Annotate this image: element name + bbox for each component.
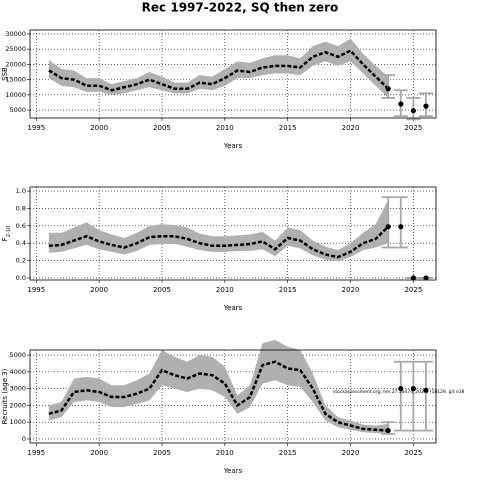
confidence-band (48, 199, 389, 262)
projection-point (423, 103, 429, 109)
x-tick-label: 2000 (90, 124, 108, 132)
x-tick-label: 2025 (404, 124, 422, 132)
confidence-band (48, 339, 389, 434)
x-tick-label: 2005 (153, 286, 171, 294)
estimate-line (48, 49, 390, 92)
y-axis-label: Recruits (age 3) (1, 368, 9, 424)
projection-point (423, 275, 429, 281)
y-tick-label: 3000 (9, 385, 26, 393)
x-tick-label: 2010 (216, 124, 234, 132)
projection-point (398, 224, 404, 230)
plot-frame (29, 29, 437, 119)
y-tick-label: 1.0 (16, 187, 26, 195)
y-tick-label: 4000 (9, 368, 26, 376)
y-tick-label: 0.4 (16, 239, 26, 247)
y-tick-label: 0.8 (16, 204, 26, 212)
projection-point (398, 386, 404, 392)
projection-point (398, 101, 404, 107)
y-tick-label: 1000 (9, 418, 26, 426)
x-axis-label: Years (223, 142, 243, 150)
y-tick-label: 5000 (9, 106, 26, 114)
y-tick-label: 20000 (5, 60, 26, 68)
x-tick-label: 2010 (216, 449, 234, 457)
x-axis-label: Years (223, 467, 243, 475)
x-tick-label: 2005 (153, 124, 171, 132)
x-tick-label: 2015 (279, 124, 297, 132)
projection-point (385, 427, 391, 434)
x-tick-label: 2025 (404, 449, 422, 457)
y-tick-label: 5000 (9, 351, 26, 359)
projection-point (385, 224, 391, 230)
x-tick-label: 1995 (27, 286, 45, 294)
plot-frame (29, 186, 437, 281)
projection-point (410, 108, 416, 114)
y-tick-label: 0.0 (16, 274, 26, 282)
y-tick-label: 0.2 (16, 257, 26, 265)
x-tick-label: 2020 (342, 286, 360, 294)
x-tick-label: 2000 (90, 286, 108, 294)
title: Rec 1997-2022, SQ then zero (142, 1, 339, 15)
y-tick-label: 2000 (9, 401, 26, 409)
projection-point (385, 86, 391, 92)
projection-point (410, 386, 416, 392)
x-tick-label: 2000 (90, 449, 108, 457)
projection-point (410, 275, 416, 281)
x-tick-label: 2020 (342, 124, 360, 132)
x-axis-label: Years (223, 304, 243, 312)
y-tick-label: 25000 (5, 45, 26, 53)
y-tick-label: 10000 (5, 91, 26, 99)
x-tick-label: 1995 (27, 124, 45, 132)
x-tick-label: 2020 (342, 449, 360, 457)
x-tick-label: 1995 (27, 449, 45, 457)
x-tick-label: 2025 (404, 286, 422, 294)
y-tick-label: 0 (22, 435, 26, 443)
confidence-band (48, 38, 389, 98)
annotation: stockassessment.org, her.27.3a47d_2024, … (333, 389, 465, 395)
y-tick-label: 30000 (5, 30, 26, 38)
plot-frame (29, 349, 437, 444)
y-tick-label: 0.6 (16, 222, 26, 230)
x-tick-label: 2005 (153, 449, 171, 457)
estimate-line (48, 225, 390, 259)
y-tick-label: 15000 (5, 76, 26, 84)
x-tick-label: 2015 (279, 286, 297, 294)
estimate-line (48, 360, 389, 432)
x-tick-label: 2010 (216, 286, 234, 294)
y-axis-label-sub: 2-10 (6, 226, 12, 237)
x-tick-label: 2015 (279, 449, 297, 457)
projection-point (423, 387, 429, 393)
y-axis-label: F2-10 (1, 226, 12, 241)
y-axis-label: SSB (1, 67, 9, 81)
